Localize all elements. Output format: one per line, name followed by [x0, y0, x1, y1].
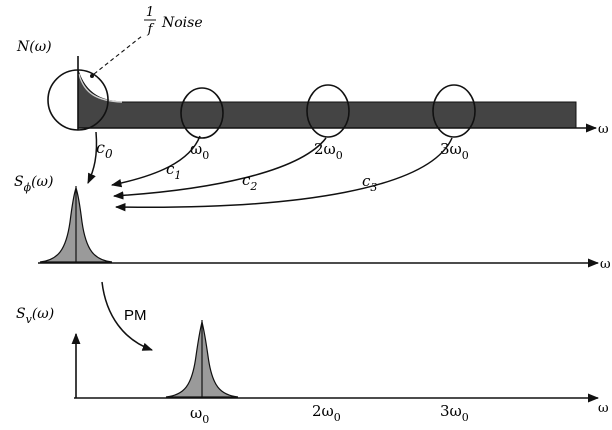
region-circle-c0	[47, 69, 109, 131]
pm-label: PM	[124, 307, 147, 324]
region-circle-2w0	[306, 84, 350, 138]
middle-omega-axis-label: ω	[600, 257, 611, 272]
bottom-harmonic-3w0: 3ω0	[440, 402, 469, 424]
region-circle-3w0	[432, 84, 476, 138]
arrow-c2	[112, 137, 327, 200]
top-harmonic-2w0: 2ω0	[314, 140, 343, 162]
arrow-c3	[114, 137, 453, 212]
arrow-c1	[110, 135, 201, 188]
noise-pointer-line	[93, 35, 143, 75]
noise-pointer-dot	[90, 74, 94, 78]
flicker-noise-curve	[78, 73, 123, 103]
coef-c0: c0	[96, 138, 113, 161]
n-omega-label: N(ω)	[16, 39, 52, 55]
coef-c2: c2	[242, 171, 257, 193]
bottom-harmonic-2w0: 2ω0	[312, 402, 341, 424]
noise-spectrum-band	[77, 69, 577, 129]
bottom-omega-axis-label: ω	[598, 401, 609, 416]
arrow-c0	[87, 131, 98, 184]
pm-arrow	[101, 281, 153, 351]
noise-fraction-numerator: 1	[146, 5, 154, 20]
top-omega-axis-label: ω	[598, 122, 609, 137]
bottom-harmonic-w0: ω0	[190, 404, 209, 426]
region-circle-w0	[180, 87, 224, 139]
noise-label: Noise	[161, 15, 203, 31]
noise-fraction-denominator: f	[147, 22, 155, 37]
top-harmonic-w0: ω0	[190, 140, 209, 162]
s-phi-label: Sϕ(ω)	[14, 174, 53, 194]
s-v-label: Sv(ω)	[16, 306, 54, 326]
coef-c1: c1	[166, 160, 181, 182]
coef-c3: c3	[362, 172, 377, 194]
